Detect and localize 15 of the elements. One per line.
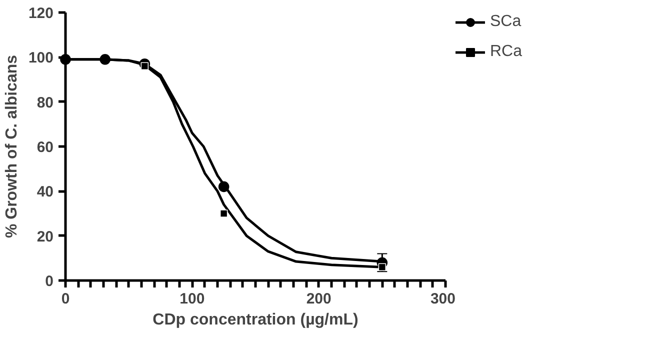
x-tick-label: 0 <box>61 290 70 308</box>
legend-label: SCa <box>490 13 522 31</box>
x-tick-label: 300 <box>430 290 456 308</box>
y-tick-label: 40 <box>36 184 54 201</box>
y-tick-label: 120 <box>28 5 54 22</box>
y-tick-label: 0 <box>45 273 54 290</box>
y-tick-label: 20 <box>36 228 54 246</box>
x-tick-label: 100 <box>180 290 205 308</box>
legend-label: RCa <box>490 43 522 61</box>
x-tick-label: 200 <box>306 290 332 308</box>
y-tick-label: 80 <box>36 94 54 112</box>
y-tick-label: 60 <box>36 139 54 156</box>
x-axis-title: CDp concentration (µg/mL) <box>152 312 358 328</box>
y-axis-title: % Growth of C. albicans <box>3 54 20 238</box>
y-tick-label: 100 <box>28 50 54 67</box>
